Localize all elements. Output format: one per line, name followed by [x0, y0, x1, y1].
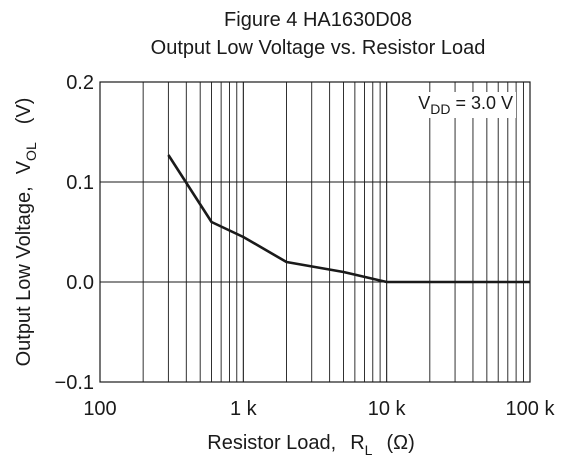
vdd-annotation-subscript: DD	[430, 101, 450, 117]
y-axis-label-main: Output Low Voltage,	[13, 186, 35, 366]
x-axis-label-unit: (Ω)	[386, 432, 414, 454]
grid-lines	[100, 82, 530, 382]
x-axis-label-subscript: L	[365, 442, 373, 458]
vdd-annotation-background	[415, 92, 516, 118]
y-tick-label: 0.1	[66, 172, 94, 194]
series-line	[167, 154, 530, 284]
y-axis-label-unit: (V)	[13, 98, 35, 125]
y-tick-label: −0.1	[55, 372, 94, 394]
y-tick-labels: 0.2 0.1 0.0 −0.1	[55, 72, 94, 394]
chart-title: Figure 4 HA1630D08	[224, 9, 412, 31]
x-axis-label: Resistor Load, RL (Ω)	[207, 432, 415, 458]
chart-subtitle: Output Low Voltage vs. Resistor Load	[151, 37, 486, 59]
x-tick-labels: 100 1 k 10 k 100 k	[83, 398, 555, 420]
y-axis-label-subscript: OL	[23, 142, 39, 161]
x-axis-label-symbol: R	[350, 432, 364, 454]
y-tick-label: 0.2	[66, 72, 94, 94]
vdd-annotation: VDD = 3.0 V	[418, 93, 513, 117]
series-layer	[167, 154, 530, 284]
y-axis-label-symbol: V	[13, 160, 35, 174]
x-tick-label: 1 k	[230, 398, 258, 420]
y-tick-label: 0.0	[66, 272, 94, 294]
y-axis-label: Output Low Voltage, VOL (V)	[13, 98, 39, 367]
x-tick-label: 10 k	[368, 398, 407, 420]
x-tick-label: 100	[83, 398, 116, 420]
vdd-annotation-suffix: = 3.0 V	[450, 93, 513, 113]
x-axis-label-main: Resistor Load,	[207, 432, 336, 454]
x-tick-label: 100 k	[506, 398, 556, 420]
vdd-annotation-prefix: V	[418, 93, 430, 113]
plot-frame	[99, 81, 531, 383]
